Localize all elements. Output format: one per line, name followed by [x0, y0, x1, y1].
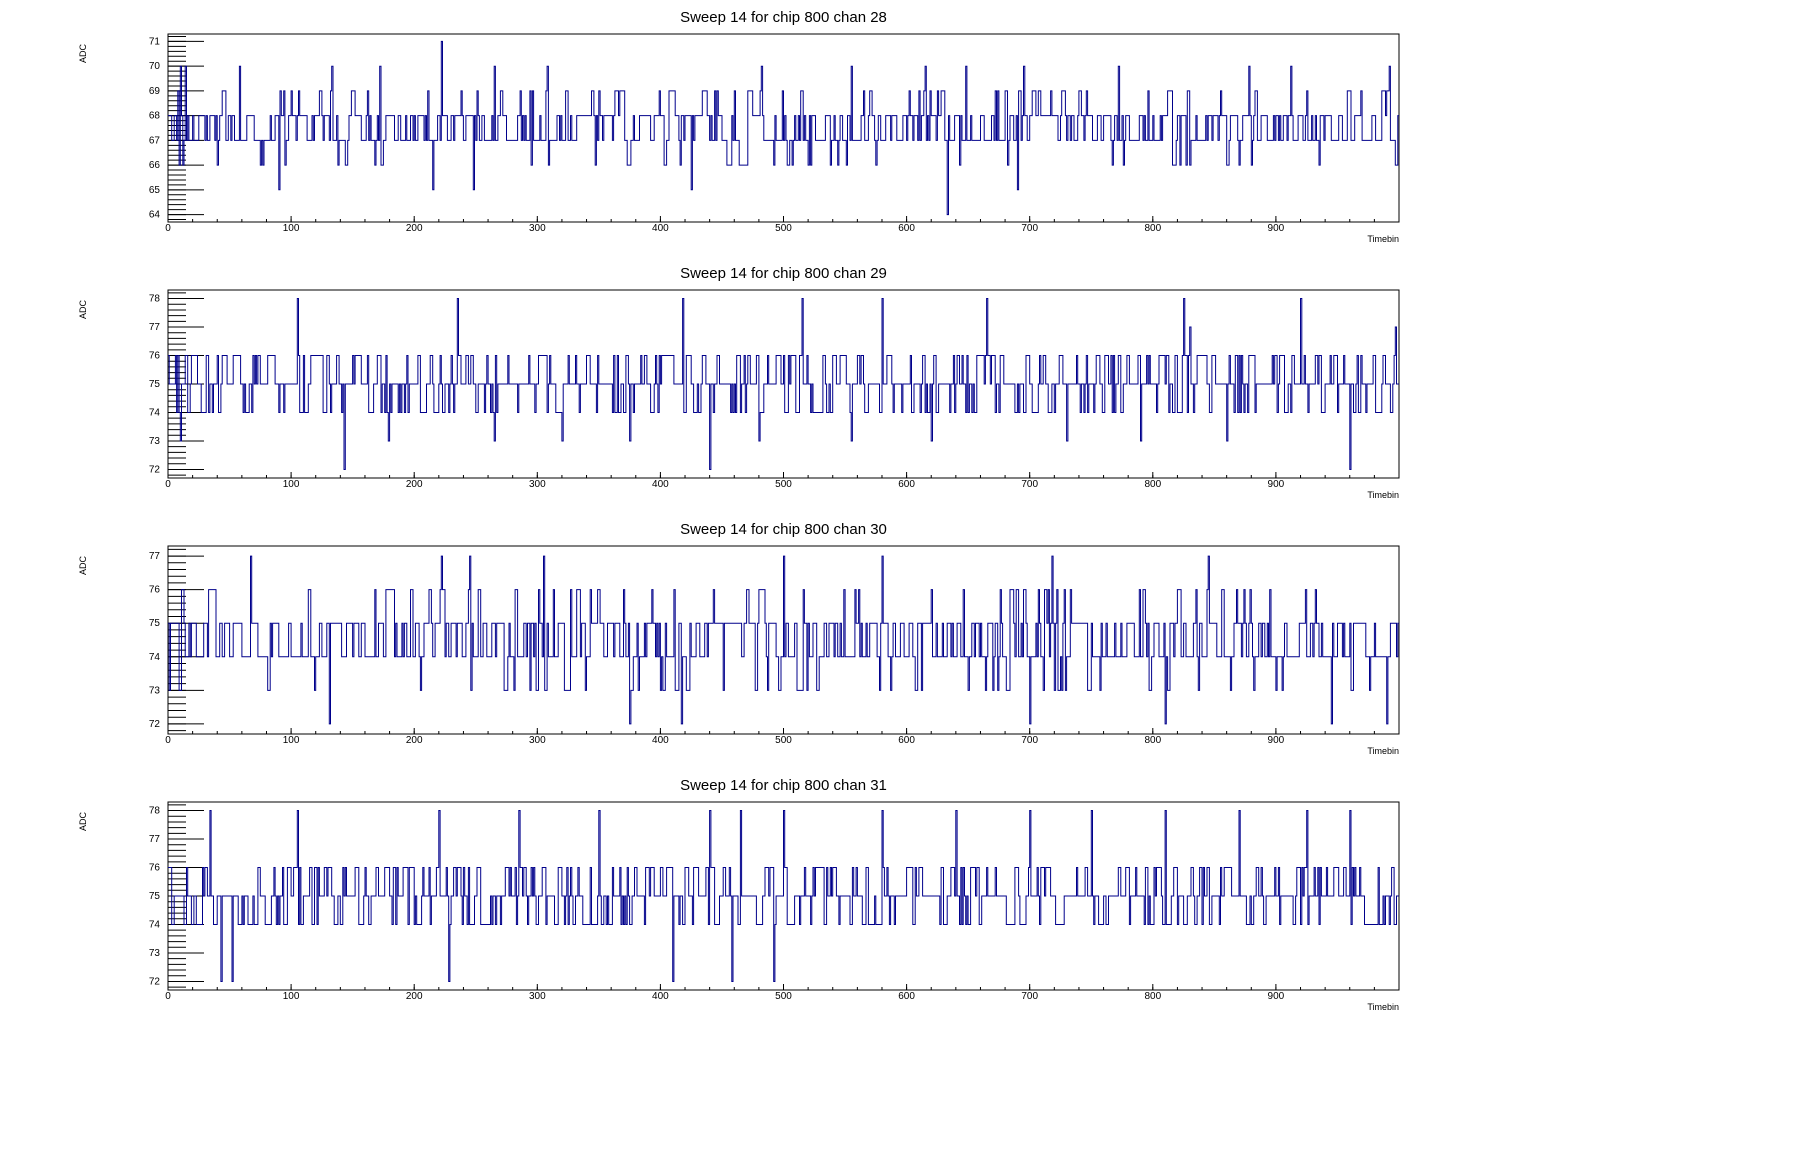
x-tick-label: 700	[1021, 223, 1038, 234]
x-tick-label: 500	[775, 991, 792, 1002]
x-tick-label: 900	[1268, 735, 1285, 746]
y-tick-label: 78	[149, 294, 161, 305]
chart-panel-0: Sweep 14 for chip 800 chan 28 ADC Timebin 6…	[78, 9, 1400, 244]
y-tick-label: 76	[149, 585, 161, 596]
x-tick-label: 400	[652, 991, 669, 1002]
x-tick-label: 600	[898, 735, 915, 746]
y-tick-label: 74	[149, 919, 161, 930]
x-tick-label: 600	[898, 479, 915, 490]
y-tick-label: 72	[149, 719, 161, 730]
y-tick-label: 68	[149, 111, 161, 122]
y-tick-label: 76	[149, 351, 161, 362]
y-tick-label: 77	[149, 834, 161, 845]
x-tick-label: 500	[775, 223, 792, 234]
x-tick-label: 700	[1021, 479, 1038, 490]
chart-panel-1: Sweep 14 for chip 800 chan 29 ADC Timebin 7…	[78, 265, 1400, 500]
y-axis-label: ADC	[78, 556, 88, 576]
y-tick-label: 66	[149, 160, 161, 171]
x-tick-label: 700	[1021, 991, 1038, 1002]
chart-title: Sweep 14 for chip 800 chan 28	[680, 9, 887, 26]
x-tick-label: 100	[283, 735, 300, 746]
x-tick-label: 100	[283, 223, 300, 234]
chart-title: Sweep 14 for chip 800 chan 29	[680, 265, 887, 282]
y-tick-label: 73	[149, 436, 161, 447]
y-tick-label: 70	[149, 61, 161, 72]
x-tick-label: 400	[652, 735, 669, 746]
x-tick-label: 200	[406, 991, 423, 1002]
y-tick-label: 74	[149, 407, 161, 418]
x-tick-label: 0	[165, 479, 171, 490]
x-tick-label: 300	[529, 735, 546, 746]
x-tick-label: 200	[406, 735, 423, 746]
chart-panel-2: Sweep 14 for chip 800 chan 30 ADC Timebin 7…	[78, 521, 1400, 756]
chart-panel-3: Sweep 14 for chip 800 chan 31 ADC Timebin 7…	[78, 777, 1400, 1012]
y-tick-label: 65	[149, 185, 161, 196]
y-tick-label: 72	[149, 976, 161, 987]
y-tick-label: 73	[149, 948, 161, 959]
series-line	[168, 810, 1399, 982]
chart-title: Sweep 14 for chip 800 chan 31	[680, 777, 887, 794]
x-tick-label: 400	[652, 223, 669, 234]
x-tick-label: 200	[406, 223, 423, 234]
x-tick-label: 400	[652, 479, 669, 490]
chart-title: Sweep 14 for chip 800 chan 30	[680, 521, 887, 538]
series-line	[168, 298, 1399, 470]
x-tick-label: 0	[165, 735, 171, 746]
y-tick-label: 77	[149, 551, 161, 562]
y-tick-label: 75	[149, 618, 161, 629]
x-tick-label: 600	[898, 223, 915, 234]
y-tick-label: 72	[149, 464, 161, 475]
x-tick-label: 500	[775, 479, 792, 490]
series-line	[168, 40, 1399, 216]
y-axis-label: ADC	[78, 300, 88, 320]
y-tick-label: 67	[149, 135, 161, 146]
x-tick-label: 100	[283, 479, 300, 490]
x-tick-label: 300	[529, 223, 546, 234]
y-tick-label: 75	[149, 891, 161, 902]
y-tick-label: 78	[149, 806, 161, 817]
x-axis-label: Timebin	[1367, 234, 1399, 244]
x-tick-label: 600	[898, 991, 915, 1002]
x-tick-label: 800	[1144, 991, 1161, 1002]
x-tick-label: 100	[283, 991, 300, 1002]
y-tick-label: 77	[149, 322, 161, 333]
x-tick-label: 0	[165, 991, 171, 1002]
y-tick-label: 69	[149, 86, 161, 97]
x-tick-label: 200	[406, 479, 423, 490]
series-line	[168, 555, 1399, 725]
x-axis-label: Timebin	[1367, 1002, 1399, 1012]
x-tick-label: 0	[165, 223, 171, 234]
x-tick-label: 500	[775, 735, 792, 746]
x-tick-label: 300	[529, 991, 546, 1002]
y-tick-label: 75	[149, 379, 161, 390]
y-axis-label: ADC	[78, 44, 88, 64]
y-axis-label: ADC	[78, 812, 88, 832]
x-tick-label: 900	[1268, 991, 1285, 1002]
x-tick-label: 300	[529, 479, 546, 490]
y-tick-label: 76	[149, 863, 161, 874]
x-tick-label: 800	[1144, 223, 1161, 234]
x-axis-label: Timebin	[1367, 746, 1399, 756]
y-tick-label: 71	[149, 36, 161, 47]
x-axis-label: Timebin	[1367, 490, 1399, 500]
x-tick-label: 700	[1021, 735, 1038, 746]
x-tick-label: 900	[1268, 479, 1285, 490]
y-tick-label: 64	[149, 210, 161, 221]
y-tick-label: 73	[149, 685, 161, 696]
x-tick-label: 900	[1268, 223, 1285, 234]
x-tick-label: 800	[1144, 735, 1161, 746]
y-tick-label: 74	[149, 652, 161, 663]
x-tick-label: 800	[1144, 479, 1161, 490]
